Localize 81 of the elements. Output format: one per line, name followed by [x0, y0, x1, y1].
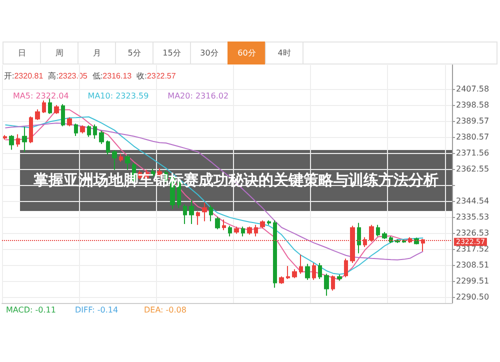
text: 日 — [18, 48, 26, 58]
candlestick — [183, 204, 187, 224]
candlestick — [241, 226, 245, 237]
y-tick-label: 2398.58 — [456, 100, 490, 110]
candlestick — [189, 199, 194, 224]
candlestick — [228, 225, 232, 237]
annotation: 收:2322.57 — [136, 72, 176, 80]
text: 60分 — [238, 48, 256, 58]
candlestick — [254, 224, 258, 237]
text: DEA: -0.08 — [144, 306, 186, 314]
candlestick — [344, 258, 348, 278]
text: 4时 — [278, 48, 291, 58]
y-tick-label: 2362.55 — [456, 164, 490, 174]
y-tick-label: 2317.52 — [456, 244, 490, 254]
candlestick — [93, 124, 97, 140]
y-tick-label: 2407.58 — [456, 84, 490, 94]
annotation: 开:2320.81 — [4, 72, 44, 80]
y-tick-label: 2335.53 — [456, 212, 490, 222]
y-tick-label: 2299.51 — [456, 276, 490, 286]
candlestick — [273, 220, 277, 288]
y-tick-label: 2290.50 — [456, 292, 490, 302]
candlestick — [318, 262, 322, 280]
candlestick — [279, 276, 284, 284]
candlestick — [324, 273, 329, 296]
candlestick — [54, 104, 59, 114]
candlestick — [357, 222, 361, 254]
candlestick — [331, 274, 335, 292]
candlestick — [292, 268, 297, 279]
y-tick-label: 2344.54 — [456, 196, 490, 206]
candlestick — [382, 231, 387, 240]
candlestick — [234, 226, 239, 234]
candlestick — [35, 108, 40, 121]
candlestick — [99, 130, 104, 145]
candlestick — [337, 274, 342, 282]
candlestick — [29, 116, 33, 144]
text: 15分 — [162, 48, 181, 58]
candlestick — [286, 266, 290, 280]
candlestick — [80, 124, 85, 134]
candlestick — [376, 224, 380, 237]
candlestick — [48, 98, 52, 114]
candlestick — [112, 150, 117, 170]
candlestick — [247, 226, 252, 236]
candlestick — [209, 204, 213, 222]
candlestick — [414, 237, 419, 245]
y-tick-label: 2326.53 — [456, 228, 490, 238]
candlestick — [74, 123, 78, 137]
candlestick — [87, 124, 91, 138]
candlestick — [260, 220, 265, 229]
candlestick — [196, 211, 200, 226]
text: 月 — [92, 48, 101, 58]
candlestick — [61, 104, 65, 127]
candlestick — [3, 134, 7, 140]
candlestick — [9, 134, 14, 150]
candlestick — [202, 202, 207, 222]
text: MACD: -0.11 — [6, 306, 56, 314]
text: DIFF: -0.14 — [75, 306, 118, 314]
candlestick — [119, 153, 123, 162]
text: 5分 — [128, 48, 141, 58]
y-tick-label: 2308.51 — [456, 260, 490, 270]
candlestick — [299, 254, 303, 274]
candlestick — [402, 239, 406, 244]
candlestick — [16, 134, 20, 148]
candlestick — [106, 140, 110, 156]
candlestick — [125, 154, 130, 170]
candlestick — [305, 263, 310, 280]
text: 周 — [55, 48, 64, 58]
text: MA10: 2323.59 — [88, 92, 149, 100]
annotation: 低:2316.13 — [92, 72, 132, 80]
candlestick — [312, 262, 316, 280]
text: 30分 — [200, 48, 218, 58]
y-tick-label: 2371.56 — [456, 148, 490, 158]
candlestick — [22, 126, 27, 152]
candlestick — [67, 116, 72, 127]
y-tick-label: 2380.57 — [456, 132, 490, 142]
candlestick — [222, 219, 226, 231]
candlestick — [267, 220, 271, 226]
candlestick — [215, 216, 220, 230]
series-label: MA5: 2322.04 — [13, 92, 69, 100]
y-tick-label: 2389.57 — [456, 116, 490, 126]
candlestick — [42, 100, 46, 114]
text: MA20: 2316.02 — [168, 92, 229, 100]
